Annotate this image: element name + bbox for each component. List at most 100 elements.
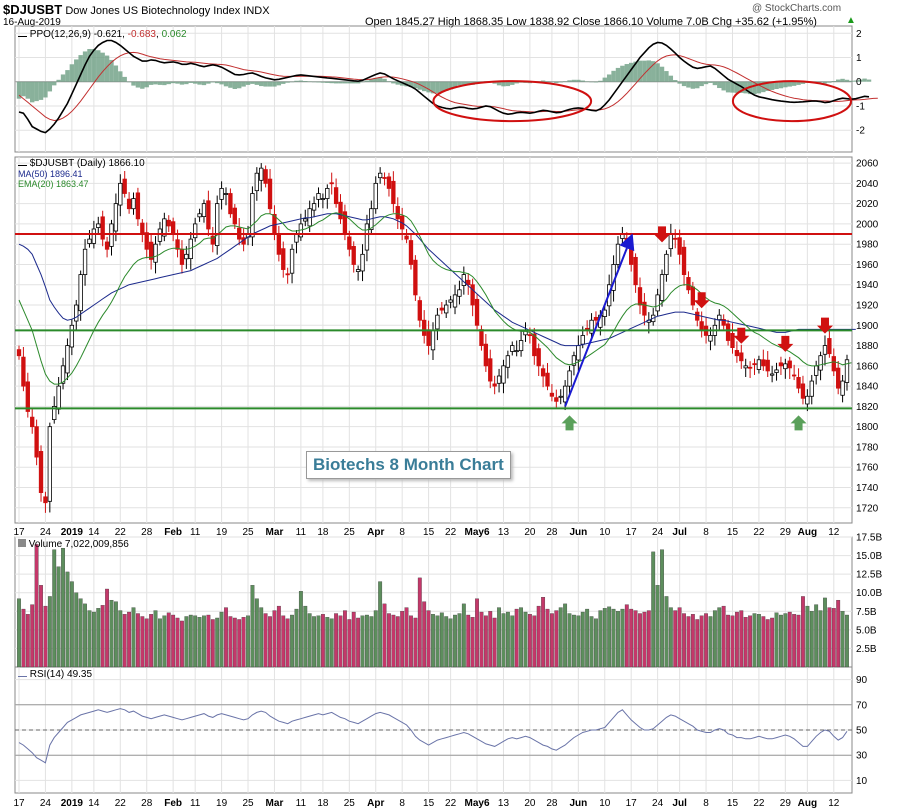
rsi-x-tick-label: Jun (569, 798, 587, 809)
volume-bar (730, 615, 735, 668)
volume-bar (805, 605, 810, 668)
price-candle-body (554, 397, 559, 402)
ppo-value: -0.621 (93, 29, 123, 40)
volume-bar (757, 614, 761, 668)
volume-bar (510, 615, 515, 668)
price-candle-body (496, 375, 502, 384)
price-x-tick-label: 11 (296, 527, 307, 538)
price-candle-body (466, 279, 471, 286)
ppo-histogram-bar (787, 81, 792, 87)
ppo-histogram-bar (703, 81, 709, 85)
rsi-x-tick-label: 11 (190, 798, 201, 809)
ppo-histogram-bar (170, 81, 176, 84)
ppo-histogram-bar (778, 81, 784, 89)
price-candle-body (822, 345, 828, 355)
ppo-histogram-bar (281, 81, 286, 84)
price-candle-body (52, 406, 57, 420)
volume-bar (845, 614, 849, 668)
price-y-tick-label: 2040 (856, 179, 879, 190)
volume-bar (254, 598, 259, 668)
volume-bar (290, 614, 294, 668)
volume-bar (624, 604, 629, 668)
price-candle-body (197, 213, 202, 218)
price-candle-body (800, 383, 806, 399)
price-candle-body (104, 241, 110, 250)
volume-bar (65, 571, 70, 668)
ema20-name: EMA(20) (18, 179, 54, 189)
price-candle-body (492, 383, 497, 387)
price-candle-body (320, 198, 326, 200)
price-candle-body (756, 359, 762, 370)
volume-bar (439, 612, 444, 668)
volume-bar (712, 610, 717, 668)
ppo-histogram-bar (399, 81, 405, 86)
price-candle-body (175, 239, 180, 250)
volume-bar (272, 610, 277, 668)
price-y-tick-label: 1880 (856, 341, 879, 352)
volume-bar (25, 614, 30, 668)
price-x-tick-label: 13 (498, 527, 510, 538)
ppo-histogram-bar (192, 81, 198, 84)
price-candle-body (30, 416, 35, 428)
volume-bar (21, 608, 26, 668)
price-x-tick-label: 12 (828, 527, 840, 538)
volume-bar (193, 615, 198, 668)
price-candle-body (518, 340, 524, 352)
price-candle-body (285, 273, 290, 276)
price-candle-body (413, 259, 418, 296)
price-series-label: $DJUSBT (Daily) 1866.10 (18, 158, 145, 169)
ppo-y-tick-label: -2 (856, 126, 865, 137)
price-candle-body (668, 233, 673, 250)
volume-bar (417, 577, 422, 668)
volume-bar (34, 544, 39, 668)
volume-bar (466, 614, 471, 668)
volume-bar (594, 618, 598, 668)
price-candle-body (60, 365, 66, 384)
price-candle-body (170, 221, 176, 235)
price-candle-body (267, 178, 273, 210)
ppo-histogram-bar (250, 81, 255, 84)
price-candle-body (602, 309, 607, 317)
volume-bar (294, 608, 299, 668)
volume-bar (224, 607, 228, 668)
ppo-histogram-bar (571, 79, 577, 82)
ppo-histogram-bar (408, 81, 414, 88)
volume-bar (444, 616, 449, 668)
volume-bar (144, 618, 149, 668)
price-candle-body (589, 319, 594, 334)
ppo-signal-line (18, 51, 878, 122)
price-candle-body (730, 333, 735, 349)
price-candle-body (439, 307, 444, 311)
price-candle-body (827, 338, 832, 355)
rsi-x-tick-label: 17 (13, 798, 25, 809)
price-candle-body (629, 242, 634, 265)
price-candle-body (778, 362, 784, 367)
ppo-histogram-bar (791, 81, 797, 86)
ppo-histogram-bar (162, 81, 167, 86)
ppo-histogram-bar (584, 81, 590, 82)
volume-bar (827, 607, 832, 668)
ppo-line (18, 39, 870, 134)
volume-bar (320, 614, 325, 668)
ppo-histogram-bar (325, 81, 330, 83)
ppo-hist-value: 0.062 (161, 29, 187, 40)
volume-bar (558, 607, 563, 668)
price-candle-body (774, 369, 779, 373)
volume-bar (483, 615, 488, 668)
price-candle-body (377, 172, 383, 179)
volume-bar (779, 614, 783, 668)
price-legend-swatch (18, 158, 27, 166)
red-down-arrow-icon (733, 327, 750, 344)
price-candle-body (210, 235, 215, 245)
volume-bar (664, 596, 669, 668)
price-candle-body (166, 219, 171, 227)
price-candle-body (787, 360, 792, 369)
price-x-tick-label: 28 (546, 527, 558, 538)
volume-bar (171, 614, 176, 668)
price-candle-body (769, 373, 775, 376)
ppo-histogram-bar (175, 81, 180, 84)
ppo-histogram-bar (862, 78, 867, 82)
volume-bar (695, 619, 700, 668)
price-candle-body (144, 232, 149, 250)
price-candle-body (571, 355, 577, 366)
